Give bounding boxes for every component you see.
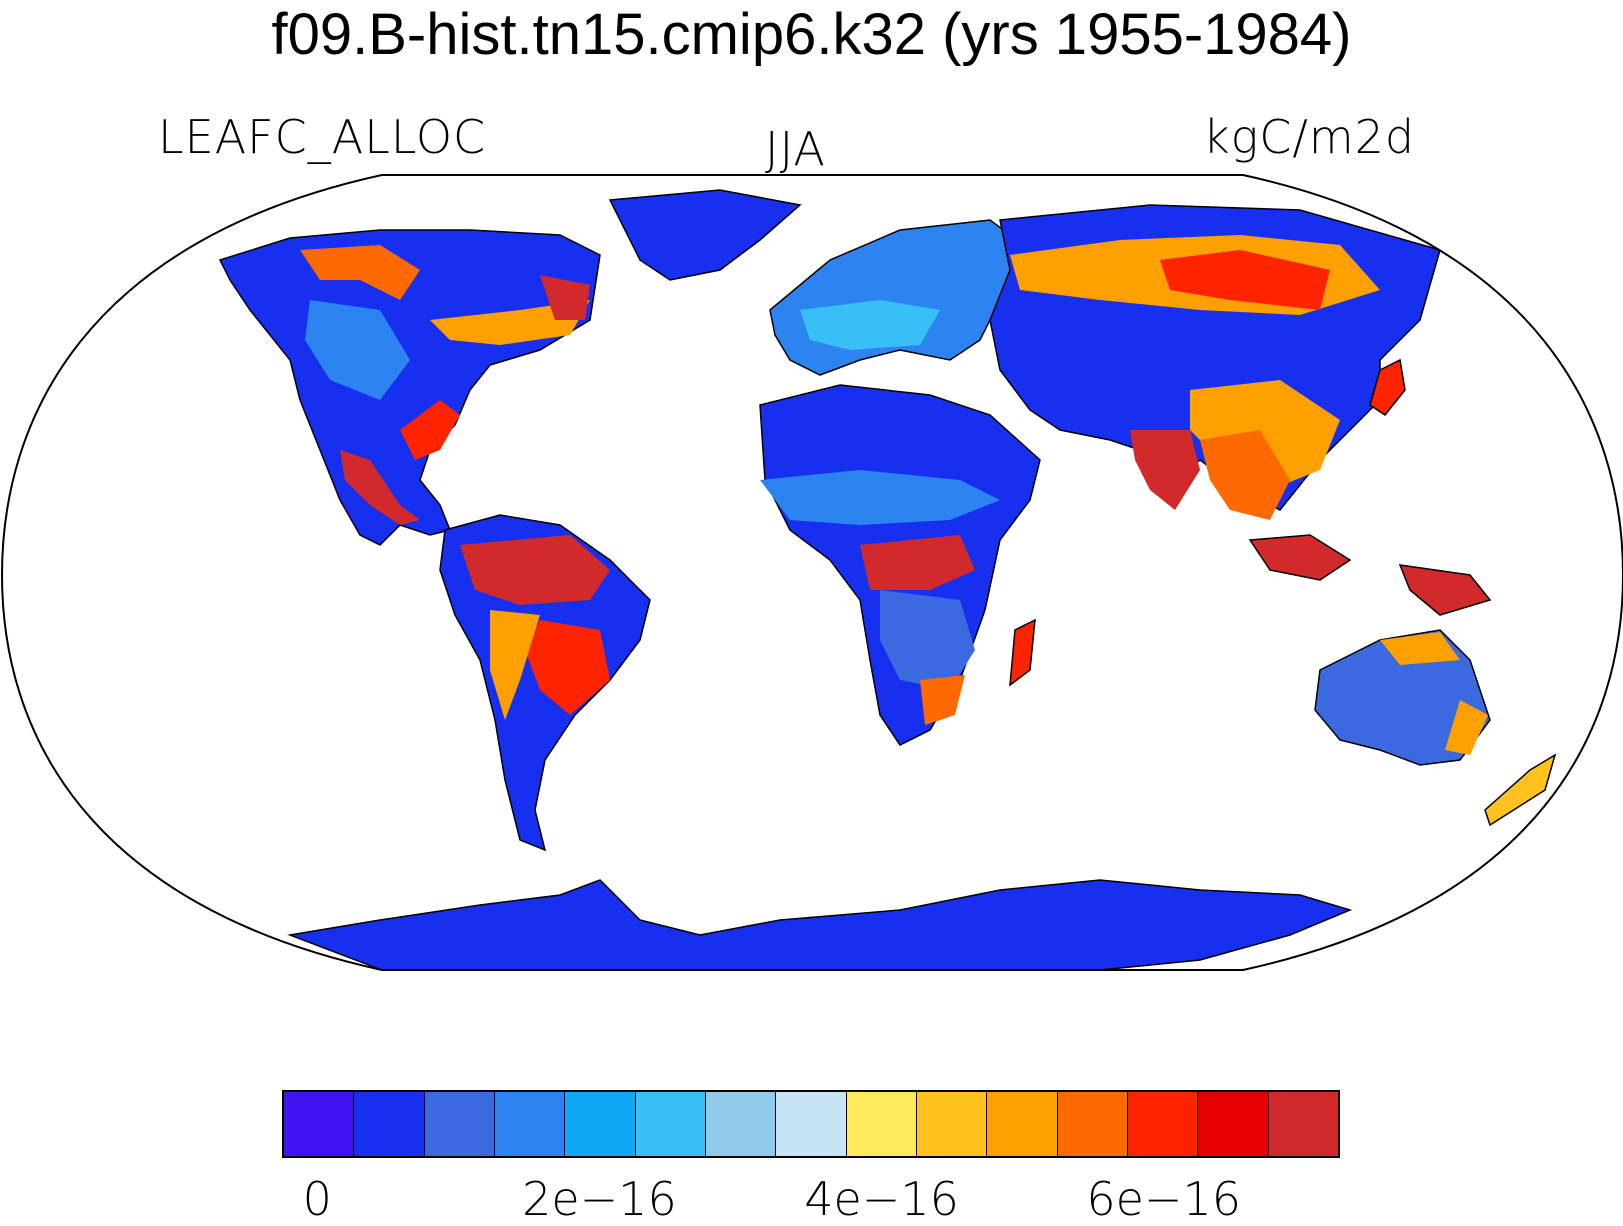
region-congo — [860, 535, 975, 590]
region-s-africa-hot — [920, 675, 965, 725]
region-na-mid — [305, 300, 410, 400]
region-mexico — [340, 450, 420, 525]
region-siberia-hot — [1160, 250, 1330, 310]
region-sa-south — [525, 620, 610, 715]
globe-outline — [0, 174, 1623, 971]
units-label: kgC/m2d — [1203, 110, 1416, 164]
region-na-warm — [300, 245, 420, 300]
region-australia-east — [1445, 700, 1488, 755]
colorbar-swatch — [705, 1092, 777, 1156]
colorbar-swatch — [916, 1092, 988, 1156]
region-na-hot — [540, 275, 590, 320]
region-na-warm — [430, 300, 590, 345]
region-india — [1130, 430, 1200, 510]
colorbar-swatch — [1198, 1092, 1269, 1156]
colorbar-tick-label: 4e−16 — [804, 1172, 959, 1226]
colorbar — [282, 1090, 1340, 1158]
region-australia-north — [1380, 632, 1460, 665]
landmass-madagascar — [1009, 618, 1036, 687]
colorbar-swatch — [284, 1092, 355, 1156]
colorbar-swatch — [987, 1092, 1058, 1156]
landmass-australia — [1314, 629, 1491, 766]
map-title: f09.B-hist.tn15.cmip6.k32 (yrs 1955-1984… — [271, 2, 1352, 67]
region-amazon — [460, 535, 610, 605]
colorbar-swatch — [1057, 1092, 1128, 1156]
colorbar-swatch — [1268, 1092, 1338, 1156]
colorbar-swatch — [846, 1092, 917, 1156]
region-s-africa — [880, 590, 975, 690]
landmass-new-guinea — [1398, 564, 1492, 616]
world-map — [0, 174, 1623, 971]
colorbar-tick-label: 2e−16 — [522, 1172, 677, 1226]
colorbar-swatch — [494, 1092, 566, 1156]
region-sahel — [760, 470, 1000, 525]
colorbar-swatch — [565, 1092, 636, 1156]
landmass-antarctica — [287, 879, 1353, 970]
colorbar-swatch — [635, 1092, 706, 1156]
landmass-new-zealand — [1484, 753, 1557, 827]
variable-label: LEAFC_ALLOC — [158, 110, 487, 164]
colorbar-tick-label: 0 — [302, 1172, 332, 1226]
colorbar-swatch — [776, 1092, 847, 1156]
season-label: JJA — [765, 122, 826, 176]
landmass-europe — [769, 219, 1031, 376]
colorbar-tick-label: 6e−16 — [1086, 1172, 1241, 1226]
landmass-japan — [1369, 358, 1406, 417]
landmass-greenland — [608, 189, 802, 281]
region-se-asia — [1200, 430, 1290, 520]
colorbar-swatch — [424, 1092, 495, 1156]
region-na-se — [400, 400, 460, 460]
colorbar-swatch — [354, 1092, 425, 1156]
colorbar-swatch — [1127, 1092, 1199, 1156]
landmass-maritime — [1248, 534, 1352, 581]
region-europe-cool — [800, 300, 940, 350]
region-sa-mid — [490, 610, 540, 720]
